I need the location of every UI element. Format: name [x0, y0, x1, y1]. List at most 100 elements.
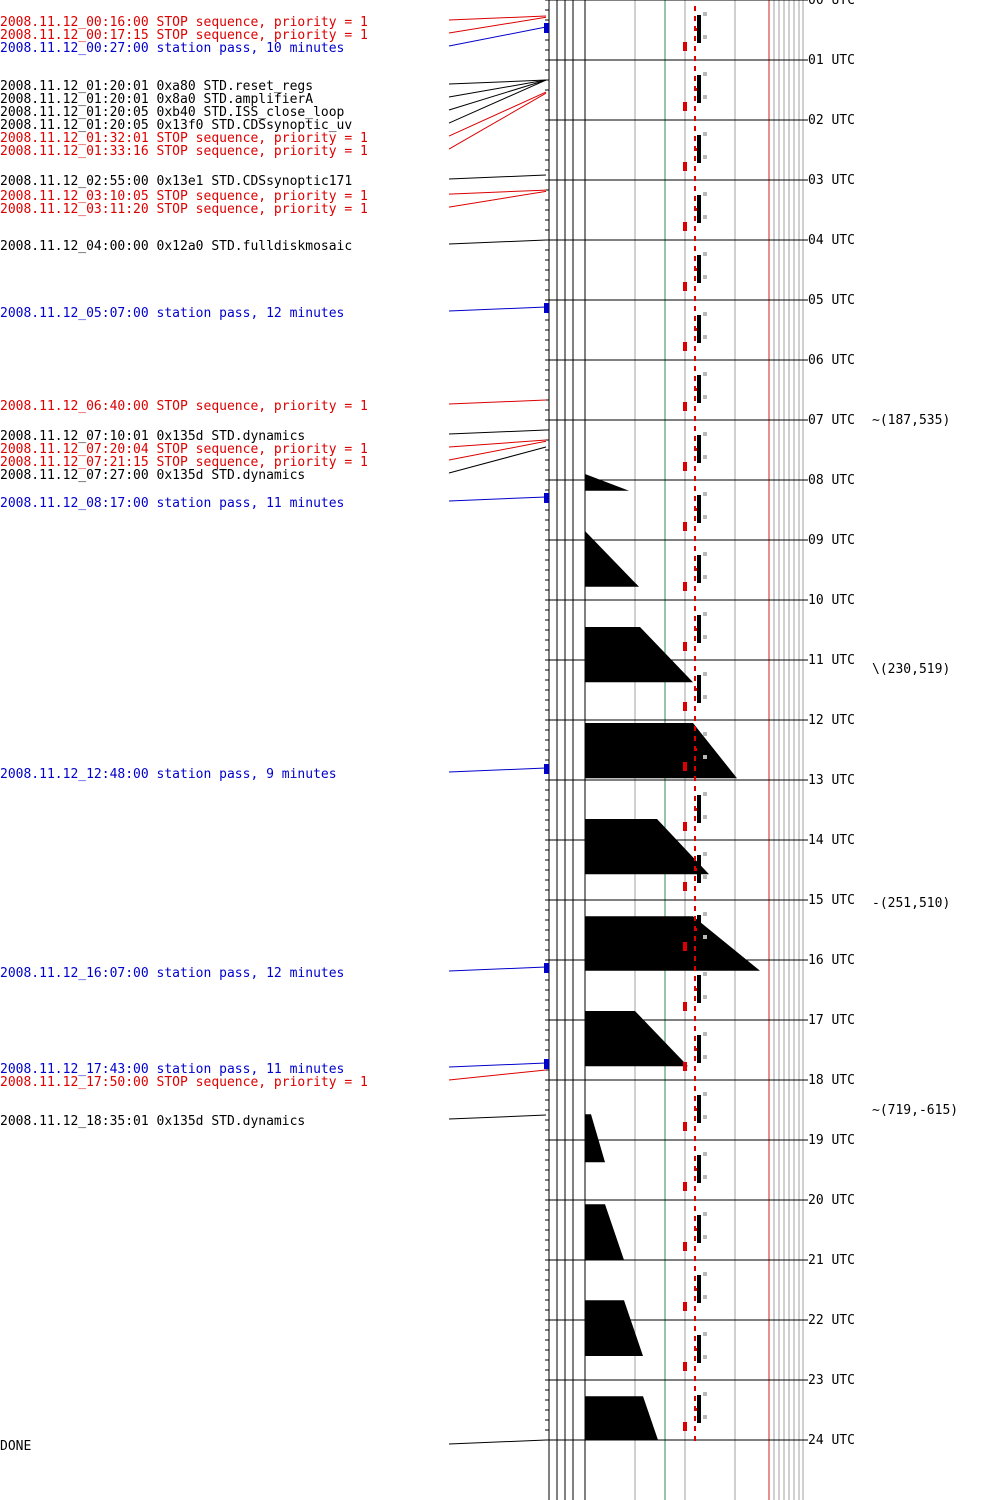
red-dash-marker — [694, 1436, 696, 1441]
red-dot-marker — [694, 88, 697, 91]
event-entry: 2008.11.12_16:07:00 station pass, 12 min… — [0, 966, 344, 981]
red-dash-marker — [694, 1256, 696, 1261]
red-dash-marker — [694, 1056, 696, 1061]
event-entry: 2008.11.12_03:11:20 STOP sequence, prior… — [0, 202, 368, 217]
gray-square-marker — [703, 35, 707, 39]
gray-square-marker — [703, 1055, 707, 1059]
red-dash-marker — [694, 1096, 696, 1101]
red-dash-marker — [694, 546, 696, 551]
red-dash-marker — [694, 286, 696, 291]
red-block-marker — [683, 462, 687, 471]
red-block-marker — [683, 522, 687, 531]
station-pass-marker — [544, 764, 549, 774]
event-connector — [448, 79, 547, 98]
event-entry: 2008.11.12_04:00:00 0x12a0 STD.fulldiskm… — [0, 239, 352, 254]
black-bar-marker — [697, 1155, 701, 1183]
red-dot-marker — [694, 448, 697, 451]
red-dash-marker — [694, 796, 696, 801]
activity-block — [585, 531, 639, 587]
event-entry: DONE — [0, 1439, 31, 1454]
hour-label: 11 UTC — [808, 653, 855, 668]
gray-square-marker — [703, 1295, 707, 1299]
red-dash-marker — [694, 376, 696, 381]
event-entry: 2008.11.12_01:33:16 STOP sequence, prior… — [0, 144, 368, 159]
hour-axis: 00 UTC 01 UTC 02 UTC 03 UTC 04 UTC 05 UTC 06 U… — [808, 0, 855, 1448]
red-dash-marker — [694, 106, 696, 111]
black-bar-marker — [697, 255, 701, 283]
hour-label: 08 UTC — [808, 473, 855, 488]
red-dash-marker — [694, 226, 696, 231]
red-dash-marker — [694, 1366, 696, 1371]
black-bar-marker — [697, 75, 701, 103]
station-pass-marker — [544, 492, 549, 503]
event-connector — [448, 446, 547, 474]
red-dash-marker — [694, 46, 696, 51]
red-block-marker — [683, 1422, 687, 1431]
red-block-marker — [683, 1122, 687, 1131]
event-entry: 2008.11.12_05:07:00 station pass, 12 min… — [0, 306, 344, 321]
red-dash-marker — [694, 1186, 696, 1191]
red-dash-marker — [694, 656, 696, 661]
red-block-marker — [683, 582, 687, 591]
hour-label: 13 UTC — [808, 773, 855, 788]
red-dash-marker — [694, 586, 696, 591]
red-dash-marker — [694, 1306, 696, 1311]
red-dash-marker — [694, 976, 696, 981]
gray-square-marker — [703, 1212, 707, 1216]
event-entry: 2008.11.12_17:43:00 station pass, 11 min… — [0, 1062, 344, 1077]
gray-square-marker — [703, 612, 707, 616]
red-dot-marker — [694, 148, 697, 151]
red-dash-marker — [694, 16, 696, 21]
black-bar-marker — [697, 495, 701, 523]
gray-square-marker — [703, 1392, 707, 1396]
red-block-marker — [683, 1002, 687, 1011]
hour-label: 14 UTC — [808, 833, 855, 848]
red-dash-marker — [694, 346, 696, 351]
red-block-marker — [683, 942, 687, 951]
red-dash-marker — [694, 406, 696, 411]
red-dash-marker — [694, 6, 696, 11]
red-dash-marker — [694, 1176, 696, 1181]
event-entry: 2008.11.12_18:35:01 0x135d STD.dynamics — [0, 1114, 305, 1129]
event-connector — [448, 767, 547, 773]
black-bar-marker — [697, 795, 701, 823]
red-dash-marker — [694, 756, 696, 761]
hour-label: 21 UTC — [808, 1253, 855, 1268]
red-dash-marker — [694, 666, 696, 671]
red-dot-marker — [694, 928, 697, 931]
event-connector — [448, 190, 547, 208]
red-dash-marker — [694, 166, 696, 171]
black-bar-marker — [697, 15, 701, 43]
hour-label: 16 UTC — [808, 953, 855, 968]
activity-block — [585, 1204, 624, 1260]
gray-square-marker — [703, 132, 707, 136]
event-entry: 2008.11.12_07:10:01 0x135d STD.dynamics — [0, 429, 305, 444]
event-connector — [448, 1439, 547, 1445]
gray-square-marker — [703, 155, 707, 159]
red-dash-marker — [694, 156, 696, 161]
red-dash-marker — [694, 1086, 696, 1091]
hour-label: 06 UTC — [808, 353, 855, 368]
red-dash-marker — [694, 216, 696, 221]
red-dash-marker — [694, 366, 696, 371]
gray-square-marker — [703, 395, 707, 399]
hour-label: 01 UTC — [808, 53, 855, 68]
pointing-coordinate: ~(187,535) — [872, 413, 950, 428]
event-connector — [448, 439, 547, 448]
red-block-marker — [683, 642, 687, 651]
red-dash-marker — [694, 846, 696, 851]
event-entry: 2008.11.12_01:20:01 0x8a0 STD.amplifierA — [0, 92, 313, 107]
event-connector — [448, 966, 547, 972]
red-block-marker — [683, 402, 687, 411]
event-entry: 2008.11.12_01:32:01 STOP sequence, prior… — [0, 131, 368, 146]
hour-label: 00 UTC — [808, 0, 855, 8]
red-block-marker — [683, 282, 687, 291]
black-bar-marker — [697, 1215, 701, 1243]
event-connector — [448, 16, 547, 34]
activity-blocks — [585, 474, 760, 1440]
event-connector — [448, 91, 547, 137]
black-bar-marker — [697, 1395, 701, 1423]
red-dash-marker — [694, 246, 696, 251]
gray-square-marker — [703, 1152, 707, 1156]
red-dash-marker — [694, 1386, 696, 1391]
